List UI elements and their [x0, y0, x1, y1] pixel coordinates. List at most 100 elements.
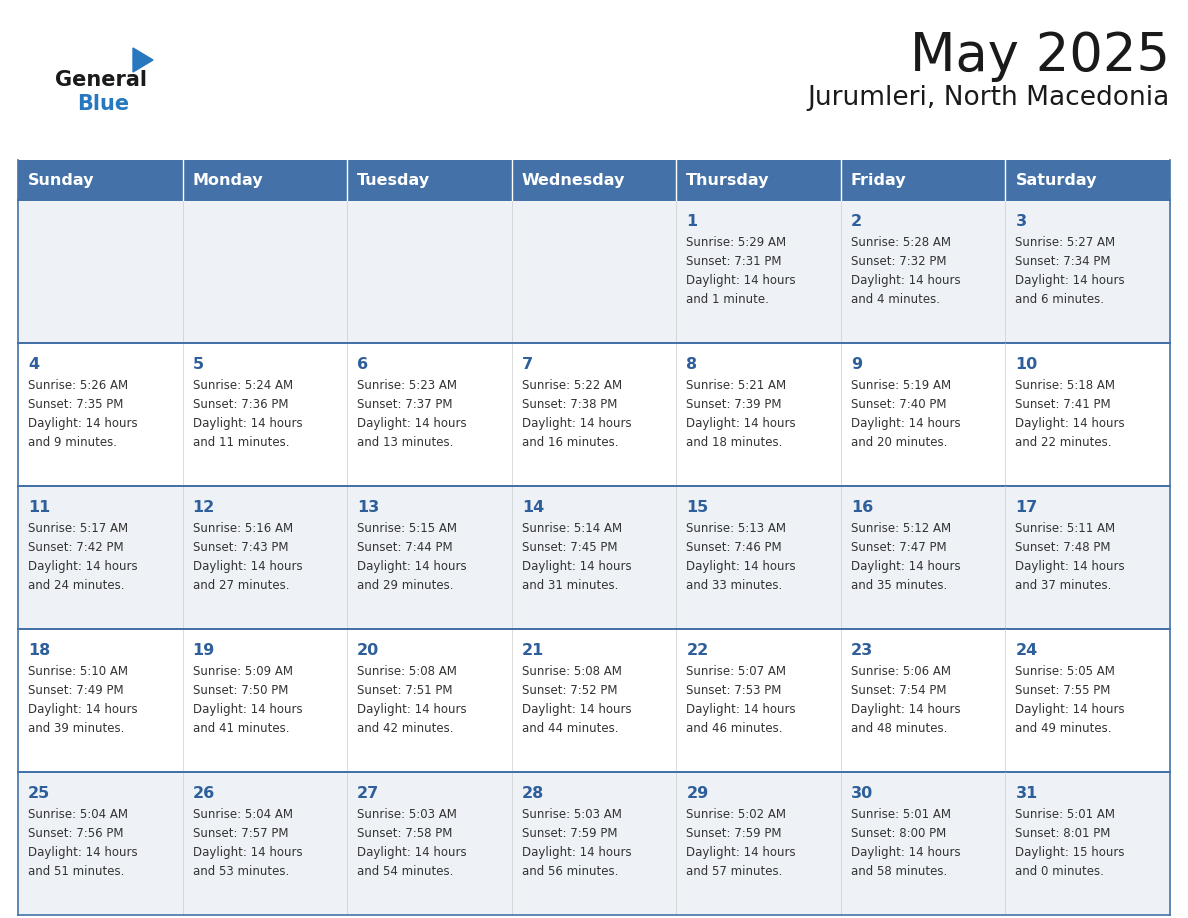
Text: Daylight: 14 hours: Daylight: 14 hours	[358, 846, 467, 859]
Text: Sunrise: 5:24 AM: Sunrise: 5:24 AM	[192, 379, 292, 392]
Text: Daylight: 14 hours: Daylight: 14 hours	[29, 846, 138, 859]
Text: Sunrise: 5:19 AM: Sunrise: 5:19 AM	[851, 379, 950, 392]
Text: 11: 11	[29, 500, 50, 515]
Text: Sunrise: 5:18 AM: Sunrise: 5:18 AM	[1016, 379, 1116, 392]
Bar	[841, 200, 1005, 343]
Text: 8: 8	[687, 357, 697, 372]
Bar	[347, 200, 512, 343]
Bar	[183, 486, 347, 629]
Text: 2: 2	[851, 214, 862, 229]
Text: Sunset: 7:52 PM: Sunset: 7:52 PM	[522, 684, 618, 697]
Bar	[347, 343, 512, 486]
Text: Sunrise: 5:13 AM: Sunrise: 5:13 AM	[687, 522, 786, 535]
Text: Jurumleri, North Macedonia: Jurumleri, North Macedonia	[808, 85, 1170, 111]
Text: Sunrise: 5:02 AM: Sunrise: 5:02 AM	[687, 808, 786, 821]
Text: and 24 minutes.: and 24 minutes.	[29, 579, 125, 592]
Text: Sunrise: 5:28 AM: Sunrise: 5:28 AM	[851, 236, 950, 249]
Text: Saturday: Saturday	[1016, 173, 1097, 187]
Text: Sunset: 7:53 PM: Sunset: 7:53 PM	[687, 684, 782, 697]
Text: Sunset: 7:59 PM: Sunset: 7:59 PM	[687, 827, 782, 840]
Bar	[841, 629, 1005, 772]
Bar	[1005, 486, 1170, 629]
Text: Sunset: 7:36 PM: Sunset: 7:36 PM	[192, 398, 287, 411]
Text: Sunrise: 5:08 AM: Sunrise: 5:08 AM	[358, 665, 457, 678]
Text: 14: 14	[522, 500, 544, 515]
Text: Sunrise: 5:14 AM: Sunrise: 5:14 AM	[522, 522, 621, 535]
Text: and 13 minutes.: and 13 minutes.	[358, 436, 454, 449]
Text: Sunset: 7:35 PM: Sunset: 7:35 PM	[29, 398, 124, 411]
Bar	[676, 629, 841, 772]
Bar	[183, 772, 347, 915]
Text: Sunset: 7:57 PM: Sunset: 7:57 PM	[192, 827, 287, 840]
Text: Sunrise: 5:22 AM: Sunrise: 5:22 AM	[522, 379, 621, 392]
Text: and 48 minutes.: and 48 minutes.	[851, 722, 947, 735]
Bar	[18, 486, 183, 629]
Text: 4: 4	[29, 357, 39, 372]
Bar	[841, 772, 1005, 915]
Text: Daylight: 14 hours: Daylight: 14 hours	[192, 846, 302, 859]
Bar	[676, 160, 841, 200]
Bar	[512, 343, 676, 486]
Text: 10: 10	[1016, 357, 1037, 372]
Bar	[676, 772, 841, 915]
Polygon shape	[133, 48, 153, 72]
Text: Wednesday: Wednesday	[522, 173, 625, 187]
Text: 19: 19	[192, 643, 215, 658]
Text: Daylight: 14 hours: Daylight: 14 hours	[1016, 703, 1125, 716]
Text: Daylight: 14 hours: Daylight: 14 hours	[358, 560, 467, 573]
Text: and 41 minutes.: and 41 minutes.	[192, 722, 289, 735]
Text: and 11 minutes.: and 11 minutes.	[192, 436, 289, 449]
Text: 22: 22	[687, 643, 708, 658]
Text: 21: 21	[522, 643, 544, 658]
Text: Blue: Blue	[77, 94, 129, 114]
Bar	[18, 200, 183, 343]
Text: Daylight: 15 hours: Daylight: 15 hours	[1016, 846, 1125, 859]
Text: Sunset: 7:40 PM: Sunset: 7:40 PM	[851, 398, 947, 411]
Text: Monday: Monday	[192, 173, 264, 187]
Text: Sunrise: 5:16 AM: Sunrise: 5:16 AM	[192, 522, 292, 535]
Text: Sunrise: 5:08 AM: Sunrise: 5:08 AM	[522, 665, 621, 678]
Bar	[183, 200, 347, 343]
Text: 16: 16	[851, 500, 873, 515]
Text: and 37 minutes.: and 37 minutes.	[1016, 579, 1112, 592]
Bar	[183, 160, 347, 200]
Bar	[676, 343, 841, 486]
Text: Sunrise: 5:21 AM: Sunrise: 5:21 AM	[687, 379, 786, 392]
Text: 3: 3	[1016, 214, 1026, 229]
Bar	[512, 200, 676, 343]
Text: Daylight: 14 hours: Daylight: 14 hours	[687, 846, 796, 859]
Text: and 20 minutes.: and 20 minutes.	[851, 436, 947, 449]
Text: Daylight: 14 hours: Daylight: 14 hours	[1016, 417, 1125, 430]
Text: Daylight: 14 hours: Daylight: 14 hours	[687, 417, 796, 430]
Text: Sunrise: 5:07 AM: Sunrise: 5:07 AM	[687, 665, 786, 678]
Text: and 16 minutes.: and 16 minutes.	[522, 436, 618, 449]
Text: and 57 minutes.: and 57 minutes.	[687, 865, 783, 878]
Text: and 18 minutes.: and 18 minutes.	[687, 436, 783, 449]
Text: Sunrise: 5:04 AM: Sunrise: 5:04 AM	[192, 808, 292, 821]
Text: Daylight: 14 hours: Daylight: 14 hours	[522, 560, 631, 573]
Bar	[841, 486, 1005, 629]
Text: Sunset: 7:55 PM: Sunset: 7:55 PM	[1016, 684, 1111, 697]
Text: 7: 7	[522, 357, 533, 372]
Text: Sunset: 7:48 PM: Sunset: 7:48 PM	[1016, 541, 1111, 554]
Text: 6: 6	[358, 357, 368, 372]
Text: Daylight: 14 hours: Daylight: 14 hours	[687, 703, 796, 716]
Text: and 1 minute.: and 1 minute.	[687, 293, 769, 306]
Text: and 42 minutes.: and 42 minutes.	[358, 722, 454, 735]
Text: Thursday: Thursday	[687, 173, 770, 187]
Text: Sunset: 7:34 PM: Sunset: 7:34 PM	[1016, 255, 1111, 268]
Text: 18: 18	[29, 643, 50, 658]
Text: Daylight: 14 hours: Daylight: 14 hours	[851, 703, 960, 716]
Text: Sunset: 7:56 PM: Sunset: 7:56 PM	[29, 827, 124, 840]
Text: 30: 30	[851, 786, 873, 801]
Text: and 44 minutes.: and 44 minutes.	[522, 722, 618, 735]
Bar	[1005, 772, 1170, 915]
Text: 20: 20	[358, 643, 379, 658]
Text: 28: 28	[522, 786, 544, 801]
Text: 24: 24	[1016, 643, 1037, 658]
Text: Sunrise: 5:01 AM: Sunrise: 5:01 AM	[851, 808, 950, 821]
Text: Sunrise: 5:11 AM: Sunrise: 5:11 AM	[1016, 522, 1116, 535]
Text: Daylight: 14 hours: Daylight: 14 hours	[29, 703, 138, 716]
Text: Sunset: 7:49 PM: Sunset: 7:49 PM	[29, 684, 124, 697]
Text: and 33 minutes.: and 33 minutes.	[687, 579, 783, 592]
